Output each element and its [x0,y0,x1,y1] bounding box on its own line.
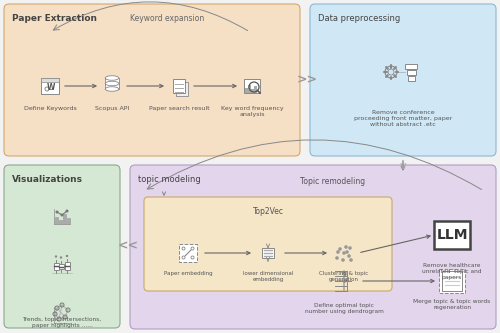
Circle shape [348,246,352,250]
Circle shape [191,247,194,250]
Text: Clustering & topic
generation: Clustering & topic generation [320,271,368,282]
Bar [439,269,465,293]
Bar [179,244,197,262]
Text: Trends, topic intersections,
paper highlights ......: Trends, topic intersections, paper highl… [22,317,102,328]
Text: Remove healthcare
unrelated  topic and
papers: Remove healthcare unrelated topic and pa… [422,263,482,280]
Bar [244,79,260,93]
Bar [408,76,414,81]
Bar [105,78,119,84]
Ellipse shape [105,76,119,80]
Text: >>: >> [296,74,318,87]
Circle shape [345,250,349,254]
Circle shape [344,245,348,249]
FancyBboxPatch shape [144,197,392,291]
Bar [64,262,70,270]
Text: Paper Extraction: Paper Extraction [12,14,97,23]
Text: Keyword expansion: Keyword expansion [130,14,204,23]
Text: Scopus API: Scopus API [95,106,129,111]
Circle shape [336,250,340,254]
Bar [54,217,58,224]
Bar [254,86,256,93]
Bar [262,248,274,258]
Bar [58,220,61,224]
Text: Paper embedding: Paper embedding [164,271,212,276]
Bar [105,84,119,89]
Circle shape [56,210,58,213]
Circle shape [349,258,353,262]
FancyBboxPatch shape [310,4,496,156]
Circle shape [66,209,68,212]
Bar [173,79,185,93]
Text: Topic remodeling: Topic remodeling [300,177,366,186]
Circle shape [191,256,194,259]
Bar [54,262,59,269]
Circle shape [60,213,64,216]
Text: Remove conference
proceeding front matter, paper
without abstract .etc: Remove conference proceeding front matte… [354,110,452,127]
Bar [250,89,254,93]
Circle shape [60,256,62,259]
Text: Key word frequency
analysis: Key word frequency analysis [220,106,284,117]
Bar [176,82,188,96]
Circle shape [335,256,339,260]
Bar [405,64,417,69]
Ellipse shape [105,81,119,86]
Circle shape [182,256,185,259]
Text: Top2Vec: Top2Vec [252,207,284,216]
Text: lower dimensional
embedding: lower dimensional embedding [243,271,293,282]
Text: Data preprocessing: Data preprocessing [318,14,400,23]
Text: Paper search result: Paper search result [148,106,210,111]
Ellipse shape [105,87,119,91]
FancyBboxPatch shape [4,165,120,328]
FancyBboxPatch shape [4,4,300,156]
Text: Merge topic & topic words
regeneration: Merge topic & topic words regeneration [414,299,490,310]
Bar [66,218,70,224]
Circle shape [342,251,346,255]
Text: Define Keywords: Define Keywords [24,106,76,111]
Text: Visualizations: Visualizations [12,175,83,184]
Bar [62,214,66,224]
Text: v: v [400,161,406,171]
Text: W: W [47,83,55,92]
Bar [41,78,59,94]
Circle shape [347,254,351,258]
Text: Define optimal topic
number using dendrogram: Define optimal topic number using dendro… [304,303,384,314]
Bar [406,70,416,75]
Bar [442,271,462,291]
Text: <<: << [118,239,139,252]
Circle shape [341,258,345,262]
Circle shape [66,255,68,257]
Circle shape [55,255,57,258]
Circle shape [182,247,185,250]
Bar [41,78,59,82]
Bar [434,221,470,249]
Text: LLM: LLM [436,228,468,242]
Text: topic modeling: topic modeling [138,175,201,184]
Bar [248,85,250,93]
FancyBboxPatch shape [130,165,496,329]
Bar [244,88,248,93]
Circle shape [338,247,342,251]
Bar [58,263,64,268]
